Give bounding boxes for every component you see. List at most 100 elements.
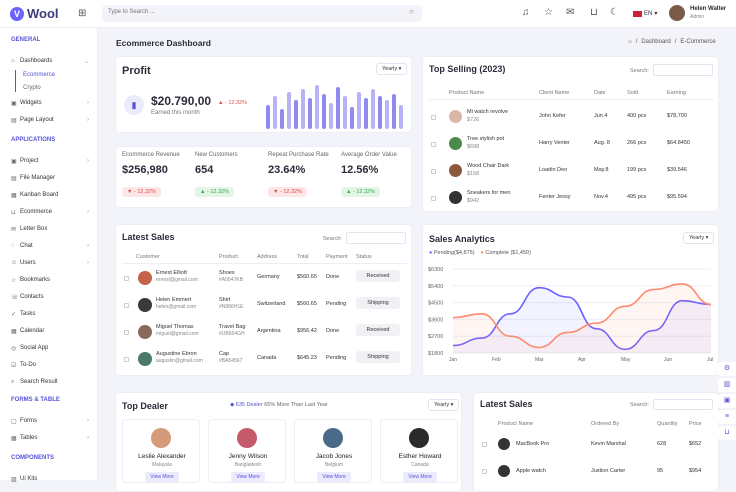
table-row[interactable]: Augustine Ebron augustin@gmail.com Cap #BA5…	[116, 351, 413, 371]
sidebar-item-search-result[interactable]: ⌕ Search Result	[11, 378, 58, 386]
table-row[interactable]: Helen Emmert helen@gmail.com Shirt #N886H1E…	[116, 297, 413, 317]
table-header: Earning	[667, 90, 686, 96]
widget-icon: ▣	[11, 100, 17, 107]
table-row[interactable]: Ernest Elliott ernest@gmail.com Shoes #A564…	[116, 270, 413, 290]
analytics-period-select[interactable]: Yearly ▾	[683, 232, 715, 244]
app-icon: ☑	[11, 362, 17, 369]
row-checkbox[interactable]	[124, 357, 129, 362]
dealer-card: Jenny Wilson Bangladesh View More	[208, 419, 286, 483]
star-icon[interactable]: ☆	[544, 7, 553, 18]
cart-icon[interactable]: ⊔	[590, 7, 598, 18]
legend-complete[interactable]: ● Complete ($1,450)	[480, 250, 531, 256]
row-checkbox[interactable]	[124, 276, 129, 281]
sidebar-item-users[interactable]: ☺ Users ›	[11, 260, 89, 266]
table-row[interactable]: Sneakers for men $942 Fenter Jessy Nov.4 495…	[423, 190, 720, 210]
brand-logo[interactable]: V Wool	[10, 6, 59, 21]
sidebar-item-bookmarks[interactable]: ☆ Bookmarks	[11, 277, 51, 284]
cart-icon[interactable]: ⊔	[718, 426, 736, 440]
layout-icon[interactable]: ▥	[718, 378, 736, 392]
product-thumb	[449, 164, 462, 177]
search-input[interactable]: Type to Search ... ○	[102, 5, 422, 22]
customer-email: helen@gmail.com	[156, 304, 197, 310]
profit-bar	[294, 100, 298, 129]
settings-icon[interactable]: ⚙	[718, 362, 736, 376]
sidebar-item-file-manager[interactable]: ▤ File Manager	[11, 175, 56, 182]
legend-pending[interactable]: ● Pending($4,875)	[429, 250, 475, 256]
sidebar-sub-ecommerce[interactable]: Ecommerce	[23, 72, 56, 78]
status-button[interactable]: Received	[356, 324, 400, 336]
sidebar-item-tasks[interactable]: ✓ Tasks	[11, 311, 36, 318]
y-tick-label: $3600	[428, 317, 443, 323]
cell-client: Fenter Jessy	[539, 194, 571, 200]
latest-sales-search[interactable]	[346, 232, 406, 244]
cell-earning: $64.8450	[667, 140, 690, 146]
dealer-name: Jenny Wilson	[228, 453, 268, 460]
breadcrumb: ⌂ / Dashboard / E-Commerce	[628, 39, 716, 45]
latest-sales-products-search[interactable]	[653, 399, 713, 410]
breadcrumb-dashboard[interactable]: Dashboard	[641, 39, 671, 45]
view-more-button[interactable]: View More	[403, 472, 437, 482]
user-name[interactable]: Helen Walter	[690, 6, 727, 12]
box-icon[interactable]: ▣	[718, 394, 736, 408]
view-more-button[interactable]: View More	[145, 472, 179, 482]
sidebar-item-calendar[interactable]: ▦ Calendar	[11, 328, 45, 335]
sidebar-item-kanban-board[interactable]: ▦ Kanban Board	[11, 192, 59, 199]
sidebar-item-page-layout[interactable]: ▤ Page Layout ›	[11, 117, 89, 124]
table-row[interactable]: Mi watch revolve $726 John Kefer Jun.4 400 p…	[423, 109, 720, 129]
top-selling-search[interactable]	[653, 64, 713, 76]
row-checkbox[interactable]	[431, 196, 436, 201]
home-icon[interactable]: ⌂	[628, 39, 632, 45]
table-row[interactable]: Tree stylish pot $698 Harry Venter Aug. 8 26…	[423, 136, 720, 156]
row-checkbox[interactable]	[431, 169, 436, 174]
product-price: $158	[467, 171, 480, 177]
sidebar-item-tables[interactable]: ▦ Tables ›	[11, 435, 89, 442]
table-row[interactable]: Apple watch Justion Carter 95 $954	[474, 465, 720, 479]
table-row[interactable]: Miguel Thomas miguel@gmail.com Travel Bag #…	[116, 324, 413, 344]
moon-icon[interactable]: ☾	[610, 7, 619, 18]
view-more-button[interactable]: View More	[231, 472, 265, 482]
dealer-avatar	[151, 428, 171, 448]
row-checkbox[interactable]	[124, 303, 129, 308]
table-row[interactable]: MacBook Pro Kevin Marshal 628 $652	[474, 438, 720, 452]
sidebar-item-social-app[interactable]: ◎ Social App	[11, 345, 49, 352]
profit-bar	[385, 100, 389, 129]
sidebar-item-contacts[interactable]: ☏ Contacts	[11, 294, 44, 301]
sidebar-item-project[interactable]: ▣ Project ›	[11, 158, 89, 165]
sidebar-item-ui-kits[interactable]: ▧ Ui Kits	[11, 476, 38, 483]
sliders-icon[interactable]: ≡	[718, 410, 736, 424]
table-header: Product Name	[498, 421, 534, 427]
sidebar-item-letter-box[interactable]: ✉ Letter Box	[11, 226, 48, 233]
sidebar-item-forms[interactable]: ▢ Forms ›	[11, 418, 89, 425]
row-checkbox[interactable]	[431, 142, 436, 147]
sidebar-item-dashboards[interactable]: ⌂ Dashboards ⌄	[11, 58, 89, 65]
row-checkbox[interactable]	[482, 469, 487, 474]
cell-date: Aug. 8	[594, 140, 610, 146]
dealer-period-select[interactable]: Yearly ▾	[428, 399, 460, 411]
row-checkbox[interactable]	[431, 115, 436, 120]
row-checkbox[interactable]	[482, 442, 487, 447]
sidebar-item-ecommerce[interactable]: ⊔ Ecommerce ›	[11, 209, 89, 216]
sidebar-item-widgets[interactable]: ▣ Widgets ›	[11, 100, 89, 107]
cell-date: Nov.4	[594, 194, 608, 200]
message-icon[interactable]: ✉	[566, 7, 575, 18]
user-avatar[interactable]	[669, 5, 685, 21]
row-checkbox[interactable]	[124, 330, 129, 335]
table-row[interactable]: Wood Chair Dark $158 Loadin Deo May.8 199 pc…	[423, 163, 720, 183]
sidebar-item-chat[interactable]: ◌ Chat ›	[11, 243, 89, 249]
sidebar-item-to-do[interactable]: ☑ To-Do	[11, 362, 37, 369]
chevron-right-icon: ›	[87, 158, 89, 164]
status-button[interactable]: Received	[356, 270, 400, 282]
status-button[interactable]: Shipping	[356, 351, 400, 363]
status-button[interactable]: Shipping	[356, 297, 400, 309]
language-select[interactable]: EN ▾	[633, 10, 657, 17]
grid-menu-icon[interactable]: ⊞	[78, 8, 87, 19]
cell-payment: Done	[326, 274, 340, 280]
divider	[429, 99, 714, 100]
sidebar-sub-crypto[interactable]: Crypto	[23, 85, 41, 91]
app-icon: ▤	[11, 175, 17, 182]
bell-icon[interactable]: ♫	[522, 7, 530, 18]
view-more-button[interactable]: View More	[317, 472, 351, 482]
profit-period-select[interactable]: Yearly ▾	[376, 63, 408, 75]
product-price: $942	[467, 198, 480, 204]
cell-ordered-by: Justion Carter	[591, 468, 626, 474]
